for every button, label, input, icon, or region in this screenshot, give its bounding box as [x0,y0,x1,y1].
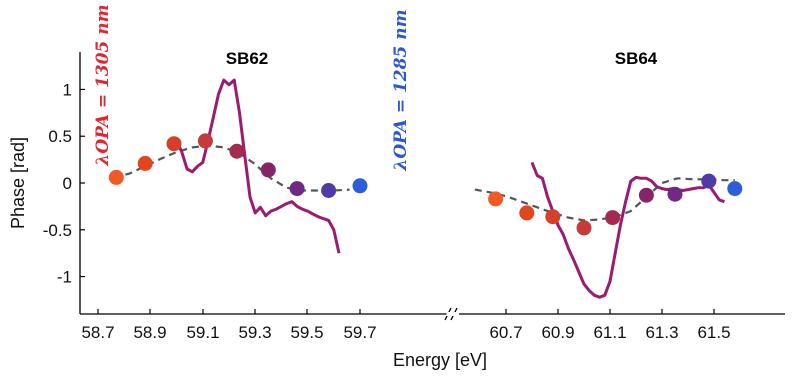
data-point [108,169,124,185]
x-tick-label: 61.3 [645,323,678,342]
axis-break-gap [446,312,456,316]
opa-label-1285: λOPA = 1285 nm [391,9,411,171]
x-tick-label: 59.7 [343,323,376,342]
data-point [727,181,743,197]
fit-line-series [474,177,735,222]
x-tick-label: 59.3 [238,323,271,342]
fit-lines-group [113,144,735,222]
data-point [229,143,245,159]
axes-group: 1 0.5 0 -0.5 -1 58.7 58.9 59.1 59.3 59.5 59.7 60.7 6… [43,52,785,342]
x-tick-label: 60.7 [489,323,522,342]
y-tick-label: 0 [63,174,72,193]
x-tick-label: 58.9 [133,323,166,342]
data-point [166,136,182,152]
data-point [260,162,276,178]
y-tick-label: 0.5 [48,127,72,146]
x-tick-label: 59.1 [186,323,219,342]
data-point [605,210,621,226]
panel-title: SB64 [615,49,658,68]
x-tick-label: 61.1 [593,323,626,342]
data-point [701,173,717,189]
data-point [638,187,654,203]
x-tick-label: 61.5 [697,323,730,342]
x-tick-label: 60.9 [541,323,574,342]
labels-group: Energy [eV] Phase [rad] SB62 SB64 λOPA = 130… [8,4,658,370]
x-axis-title: Energy [eV] [393,350,487,370]
data-point [137,155,153,171]
data-point [519,205,535,221]
panel-title: SB62 [226,49,269,68]
measured-line-series [175,78,341,254]
data-point [197,133,213,149]
data-point [488,191,504,207]
data-point [576,220,592,236]
y-tick-label: -0.5 [43,221,72,240]
data-point [352,178,368,194]
y-tick-label: 1 [63,80,72,99]
x-tick-label: 58.7 [81,323,114,342]
measured-line-series [530,161,725,299]
y-axis-title: Phase [rad] [8,137,28,229]
opa-label-1305: λOPA = 1305 nm [93,4,113,166]
data-point [667,186,683,202]
points-group [108,133,743,236]
y-tick-label: -1 [57,268,72,287]
data-point [289,181,305,197]
x-tick-label: 59.5 [290,323,323,342]
data-point [545,209,561,225]
measured-lines-group [175,78,725,299]
data-point [321,183,337,198]
